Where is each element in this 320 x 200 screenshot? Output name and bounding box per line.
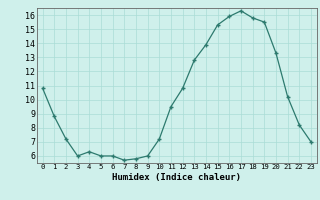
X-axis label: Humidex (Indice chaleur): Humidex (Indice chaleur) [112, 173, 241, 182]
